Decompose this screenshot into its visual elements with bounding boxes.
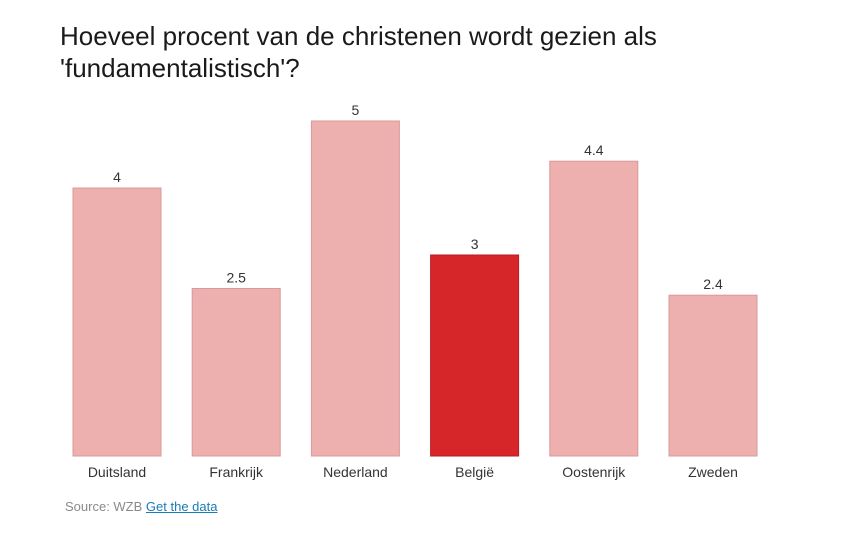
bar-3 bbox=[310, 120, 400, 457]
category-label-2: Frankrijk bbox=[209, 464, 264, 480]
category-label-1: Duitsland bbox=[88, 464, 146, 480]
value-label-5: 4.4 bbox=[584, 142, 604, 158]
bar-1 bbox=[72, 187, 162, 457]
source-note: Source: WZB Get the data bbox=[65, 499, 217, 514]
value-label-6: 2.4 bbox=[703, 276, 723, 292]
bar-2 bbox=[191, 288, 281, 457]
bar-5 bbox=[549, 160, 639, 457]
value-label-3: 5 bbox=[352, 102, 360, 118]
category-label-3: Nederland bbox=[323, 464, 388, 480]
get-the-data-link[interactable]: Get the data bbox=[145, 499, 218, 514]
bar-6 bbox=[668, 294, 758, 457]
source-text: Source: WZB bbox=[65, 499, 143, 514]
value-label-1: 4 bbox=[113, 169, 121, 185]
bar-4 bbox=[430, 254, 520, 457]
value-label-4: 3 bbox=[471, 236, 479, 252]
value-label-2: 2.5 bbox=[226, 270, 246, 286]
chart-title: Hoeveel procent van de christenen wordt … bbox=[60, 21, 657, 83]
category-label-4: België bbox=[455, 464, 494, 480]
category-label-5: Oostenrijk bbox=[562, 464, 626, 480]
category-label-6: Zweden bbox=[688, 464, 738, 480]
